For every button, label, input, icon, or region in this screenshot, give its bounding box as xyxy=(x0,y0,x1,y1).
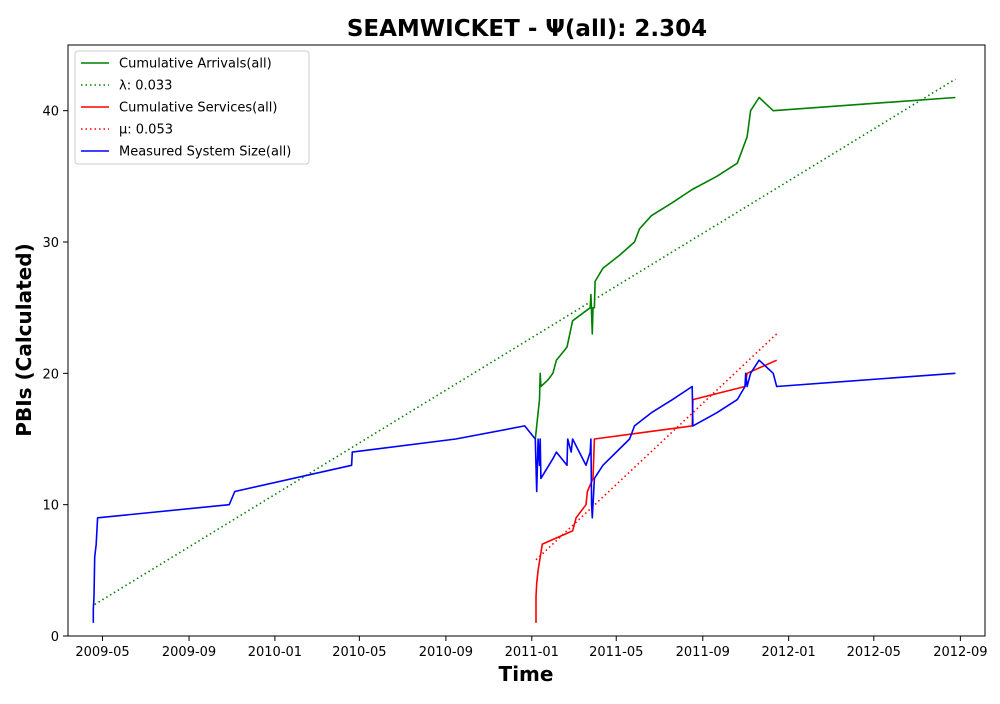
x-tick-label: 2010-09 xyxy=(419,645,473,660)
x-tick-label: 2009-05 xyxy=(75,645,129,660)
legend-label-0-053: μ: 0.053 xyxy=(119,123,173,138)
chart-title: SEAMWICKET - Ψ(all): 2.304 xyxy=(347,16,707,42)
x-tick-label: 2009-09 xyxy=(162,645,216,660)
series-line-measured-system-size-all xyxy=(92,359,956,623)
y-axis-label: PBIs (Calculated) xyxy=(12,243,36,436)
legend: Cumulative Arrivals(all) λ: 0.033 Cumulati… xyxy=(74,50,310,165)
x-tick-label: 2012-01 xyxy=(761,645,815,660)
y-tick-label: 20 xyxy=(42,367,59,382)
plot-area xyxy=(92,78,956,623)
x-tick-label: 2012-05 xyxy=(847,645,901,660)
plot-frame xyxy=(67,44,986,637)
legend-label-cumulative-services-all: Cumulative Services(all) xyxy=(119,101,277,116)
y-tick-label: 0 xyxy=(51,630,59,645)
x-tick-label: 2011-01 xyxy=(505,645,559,660)
series-line-0-033 xyxy=(94,78,956,606)
y-tick-label: 40 xyxy=(42,105,59,120)
x-tick-label: 2012-09 xyxy=(933,645,987,660)
legend-box xyxy=(74,50,310,165)
y-axis: 0 10 20 30 40 xyxy=(42,105,68,645)
series-line-0-053 xyxy=(535,333,778,561)
x-tick-label: 2011-09 xyxy=(676,645,730,660)
legend-label-measured-system-size-all: Measured System Size(all) xyxy=(119,145,291,160)
legend-label-cumulative-arrivals-all: Cumulative Arrivals(all) xyxy=(119,57,272,72)
x-axis-label: Time xyxy=(499,662,554,686)
x-tick-label: 2010-01 xyxy=(248,645,302,660)
x-axis: 2009-05 2009-09 2010-01 2010-05 2010-09 2011-… xyxy=(75,636,988,660)
x-tick-label: 2011-05 xyxy=(589,645,643,660)
y-tick-label: 10 xyxy=(42,499,59,514)
series-line-cumulative-arrivals-all xyxy=(534,96,956,440)
y-tick-label: 30 xyxy=(42,236,59,251)
legend-label-0-033: λ: 0.033 xyxy=(119,79,172,94)
x-tick-label: 2010-05 xyxy=(332,645,386,660)
